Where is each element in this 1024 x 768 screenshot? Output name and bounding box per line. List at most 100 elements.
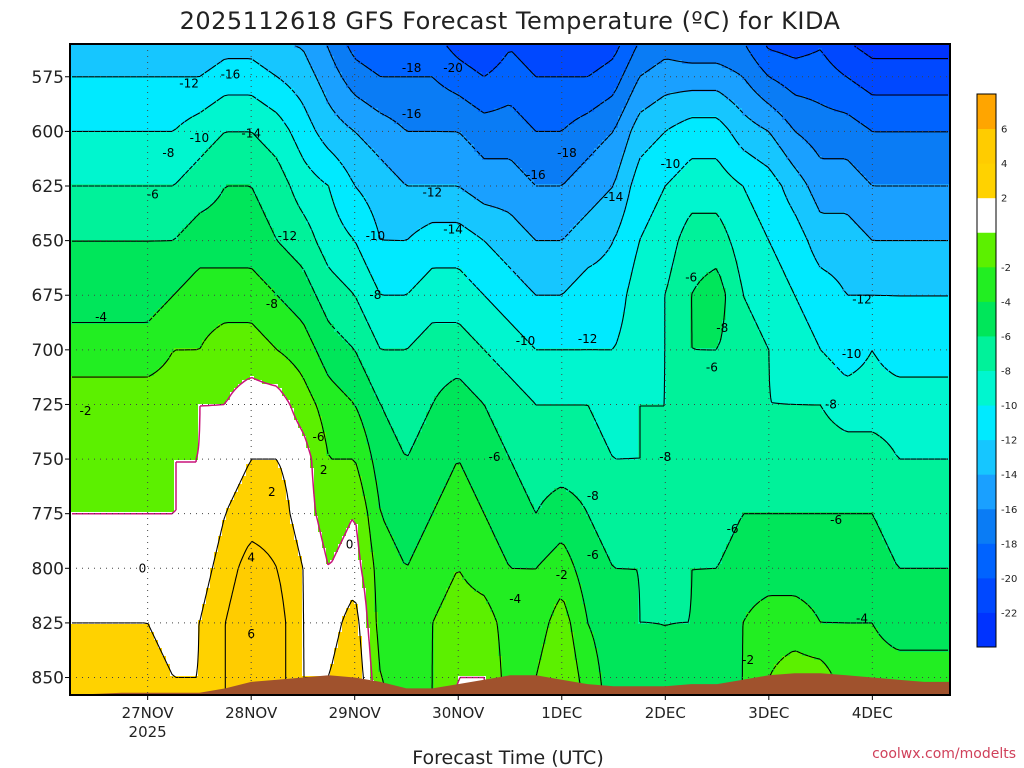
contour-label: -6 bbox=[488, 450, 500, 464]
field-cell bbox=[942, 60, 947, 97]
field-cell bbox=[798, 512, 803, 601]
field-cell bbox=[502, 108, 507, 161]
field-cell bbox=[354, 44, 359, 61]
field-cell bbox=[262, 336, 267, 385]
field-cell bbox=[462, 472, 467, 581]
field-cell bbox=[778, 264, 783, 405]
field-cell bbox=[274, 44, 279, 77]
field-cell bbox=[814, 512, 819, 617]
field-cell bbox=[814, 152, 819, 205]
field-cell bbox=[562, 292, 567, 349]
field-cell bbox=[198, 76, 203, 113]
field-cell bbox=[206, 148, 211, 209]
field-cell bbox=[862, 296, 867, 365]
field-cell bbox=[686, 120, 691, 165]
field-cell bbox=[122, 76, 127, 133]
field-cell bbox=[374, 396, 379, 481]
field-cell bbox=[554, 184, 559, 241]
field-cell bbox=[562, 240, 567, 293]
field-cell bbox=[362, 588, 367, 685]
field-cell bbox=[358, 44, 363, 65]
field-cell bbox=[454, 464, 459, 573]
contour-label: -4 bbox=[95, 310, 107, 324]
field-cell bbox=[526, 176, 531, 233]
field-cell bbox=[458, 224, 463, 269]
field-cell bbox=[106, 624, 111, 695]
field-cell bbox=[354, 296, 359, 353]
field-cell bbox=[514, 328, 519, 385]
field-cell bbox=[894, 184, 899, 241]
field-cell bbox=[926, 132, 931, 185]
field-cell bbox=[586, 76, 591, 113]
field-cell bbox=[370, 72, 375, 109]
field-cell bbox=[262, 384, 267, 461]
field-cell bbox=[474, 72, 479, 109]
field-cell bbox=[562, 544, 567, 601]
field-cell bbox=[458, 188, 463, 225]
field-cell bbox=[826, 44, 831, 61]
field-cell bbox=[482, 348, 487, 405]
colorbar-tick-label: -14 bbox=[1001, 470, 1017, 481]
field-cell bbox=[214, 268, 219, 329]
field-cell bbox=[810, 512, 815, 609]
field-cell bbox=[462, 64, 467, 101]
field-cell bbox=[554, 404, 559, 489]
field-cell bbox=[482, 204, 487, 241]
field-cell bbox=[266, 72, 271, 109]
field-cell bbox=[142, 376, 147, 513]
colorbar-swatch bbox=[977, 232, 996, 268]
field-cell bbox=[438, 44, 443, 85]
field-cell bbox=[938, 240, 943, 297]
x-tick-label: 1DEC bbox=[541, 704, 582, 722]
field-cell bbox=[294, 540, 299, 695]
field-cell bbox=[898, 460, 903, 569]
field-cell bbox=[694, 64, 699, 93]
field-cell bbox=[310, 340, 315, 397]
field-cell bbox=[870, 624, 875, 695]
field-cell bbox=[854, 84, 859, 121]
field-cell bbox=[438, 184, 443, 225]
field-cell bbox=[502, 212, 507, 261]
field-cell bbox=[814, 340, 819, 405]
field-cell bbox=[306, 332, 311, 389]
field-cell bbox=[778, 184, 783, 265]
field-cell bbox=[634, 84, 639, 121]
field-cell bbox=[478, 156, 483, 201]
colorbar-swatch bbox=[977, 439, 996, 475]
field-cell bbox=[398, 240, 403, 297]
field-cell bbox=[158, 240, 163, 309]
field-cell bbox=[906, 376, 911, 461]
field-cell bbox=[858, 512, 863, 625]
field-cell bbox=[194, 164, 199, 217]
field-cell bbox=[262, 104, 267, 145]
field-cell bbox=[522, 228, 527, 285]
field-cell bbox=[674, 44, 679, 61]
contour-label: -8 bbox=[825, 397, 837, 411]
field-cell bbox=[470, 588, 475, 677]
field-cell bbox=[154, 132, 159, 185]
field-cell bbox=[718, 92, 723, 121]
field-cell bbox=[354, 96, 359, 133]
field-cell bbox=[882, 440, 887, 541]
field-cell bbox=[238, 564, 243, 695]
field-cell bbox=[306, 448, 311, 677]
field-cell bbox=[614, 180, 619, 237]
colorbar-tick-label: -6 bbox=[1001, 332, 1011, 343]
field-cell bbox=[378, 404, 383, 509]
field-cell bbox=[206, 44, 211, 73]
field-cell bbox=[858, 432, 863, 513]
field-cell bbox=[542, 132, 547, 185]
field-cell bbox=[666, 284, 671, 625]
field-cell bbox=[902, 296, 907, 377]
field-cell bbox=[586, 160, 591, 213]
field-cell bbox=[442, 132, 447, 185]
field-cell bbox=[94, 324, 99, 377]
field-cell bbox=[410, 556, 415, 695]
field-cell bbox=[450, 132, 455, 185]
field-cell bbox=[434, 80, 439, 133]
field-cell bbox=[78, 132, 83, 185]
field-cell bbox=[594, 108, 599, 149]
field-cell bbox=[702, 160, 707, 213]
field-cell bbox=[910, 240, 915, 297]
field-cell bbox=[686, 44, 691, 65]
